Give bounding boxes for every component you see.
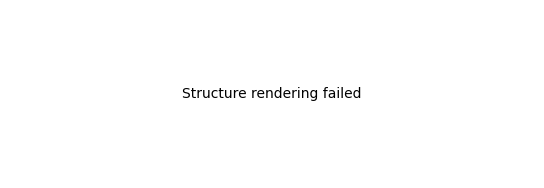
Text: Structure rendering failed: Structure rendering failed — [182, 87, 362, 101]
